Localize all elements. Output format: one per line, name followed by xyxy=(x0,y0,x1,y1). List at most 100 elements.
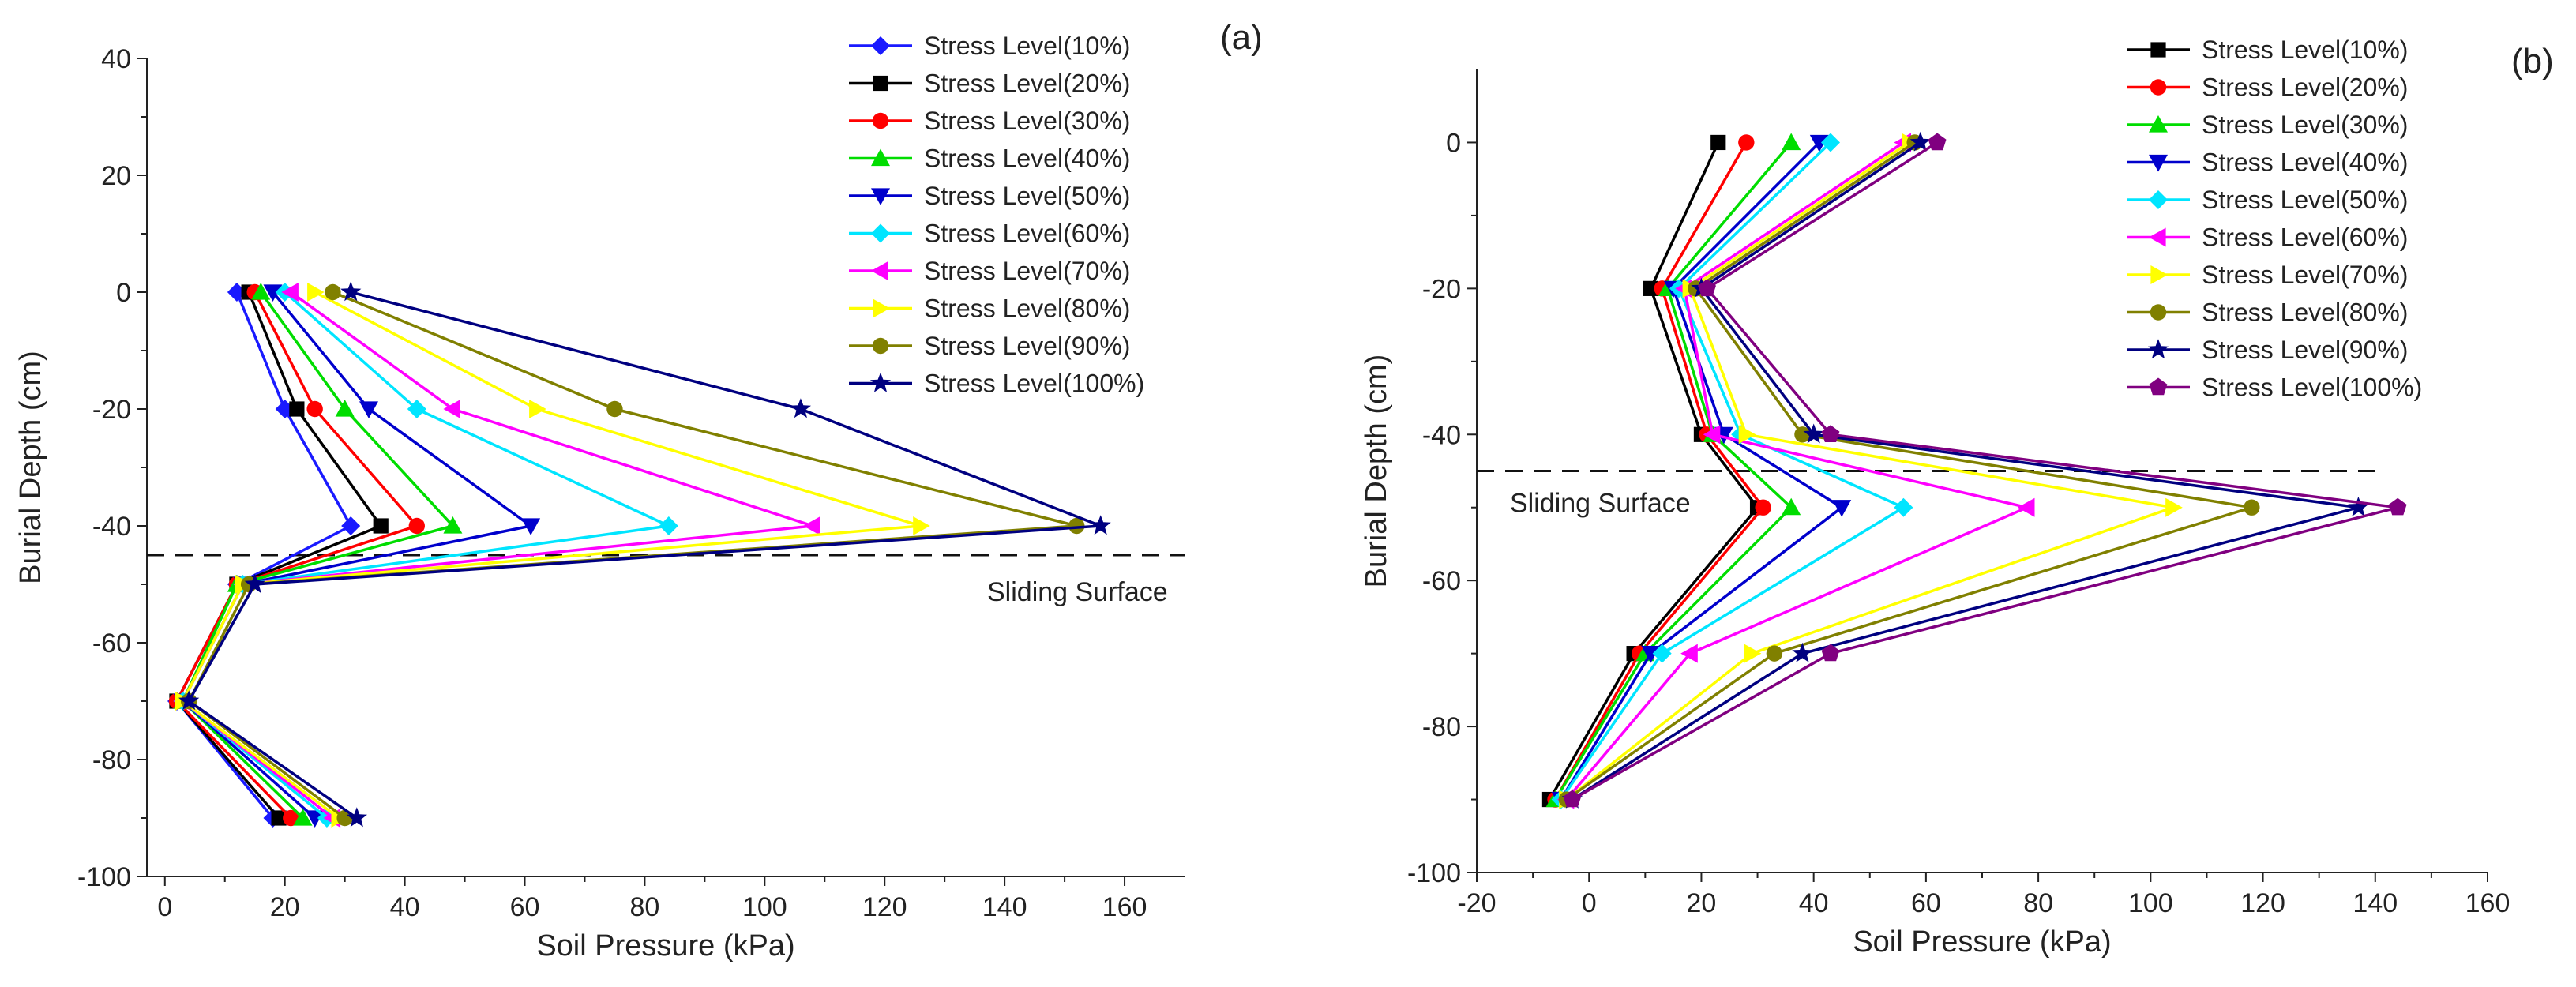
legend-label: Stress Level(40%) xyxy=(924,144,1130,173)
legend-marker xyxy=(2150,265,2168,284)
y-tick-label: 40 xyxy=(101,44,131,74)
x-tick-label: 100 xyxy=(2128,888,2173,918)
chart-panel-b: -20 0 20 40 60 80 100 120 140 160 0 -20 -40 -60 -80 -10… xyxy=(1360,36,2554,959)
series-line xyxy=(175,291,419,820)
data-point xyxy=(1563,790,1582,808)
legend-label: Stress Level(10%) xyxy=(2202,36,2408,64)
y-tick-label: 0 xyxy=(116,278,131,308)
legend-marker xyxy=(872,337,889,355)
data-point xyxy=(1782,133,1801,151)
legend-label: Stress Level(90%) xyxy=(2202,336,2408,364)
data-point xyxy=(1909,131,1931,152)
data-point xyxy=(1643,280,1659,296)
data-point xyxy=(1928,133,1947,151)
data-point xyxy=(2165,497,2183,517)
legend-marker xyxy=(871,148,890,167)
series-line xyxy=(175,291,382,820)
x-tick-label: 120 xyxy=(862,892,907,922)
data-point xyxy=(521,518,541,535)
panel-label: (a) xyxy=(1220,18,1263,57)
series-line xyxy=(1571,141,2360,801)
x-tick-label: 80 xyxy=(630,892,660,922)
data-point xyxy=(913,516,930,535)
y-tick-label: -20 xyxy=(92,395,131,425)
legend-label: Stress Level(20%) xyxy=(2202,73,2408,102)
data-point xyxy=(1680,644,1698,663)
x-tick-label: 60 xyxy=(1911,888,1941,918)
data-point xyxy=(1821,133,1840,152)
y-tick-label: -40 xyxy=(92,512,131,542)
legend-marker xyxy=(873,298,890,318)
data-point xyxy=(1641,646,1661,663)
data-point xyxy=(443,400,460,418)
x-tick-label: 140 xyxy=(2353,888,2398,918)
data-point xyxy=(1821,425,1840,442)
data-point xyxy=(307,283,325,302)
y-axis-title: Burial Depth (cm) xyxy=(1360,355,1393,588)
data-point xyxy=(346,807,367,828)
data-point xyxy=(305,810,325,828)
y-tick-label: -20 xyxy=(1422,274,1461,304)
data-point xyxy=(359,401,378,418)
data-point xyxy=(529,400,546,418)
data-point xyxy=(2017,497,2035,517)
y-tick-label: 20 xyxy=(101,161,131,191)
legend: Stress Level(10%) Stress Level(20%) Stress… xyxy=(2127,36,2422,402)
series-line xyxy=(1572,141,2399,801)
legend-label: Stress Level(50%) xyxy=(924,182,1130,210)
data-point xyxy=(2348,496,2369,516)
legend-marker xyxy=(872,112,889,129)
legend-marker xyxy=(2149,115,2168,133)
data-point xyxy=(2244,499,2260,516)
x-tick-label: 140 xyxy=(982,892,1027,922)
data-point xyxy=(325,283,341,301)
data-point xyxy=(281,283,299,302)
x-tick-label: 20 xyxy=(1687,888,1717,918)
legend-label: Stress Level(50%) xyxy=(2202,186,2408,214)
y-tick-label: 0 xyxy=(1446,128,1461,158)
series-10 xyxy=(1563,133,2407,808)
x-tick-label: 40 xyxy=(1799,888,1829,918)
series-line xyxy=(1548,141,1759,801)
data-point xyxy=(335,400,355,417)
x-tick-label: 60 xyxy=(510,892,540,922)
series-line xyxy=(1560,141,1906,801)
data-point xyxy=(1809,134,1829,152)
legend-marker xyxy=(2150,304,2167,321)
legend: Stress Level(10%) Stress Level(20%) Stress… xyxy=(849,32,1144,398)
data-point xyxy=(1710,134,1726,151)
legend-marker xyxy=(2149,154,2168,172)
legend-label: Stress Level(10%) xyxy=(924,32,1130,60)
data-point xyxy=(1782,497,1801,516)
legend-label: Stress Level(90%) xyxy=(924,332,1130,360)
legend-label: Stress Level(100%) xyxy=(2202,373,2422,402)
legend-marker xyxy=(2150,79,2167,96)
data-point xyxy=(659,516,678,535)
x-tick-label: 0 xyxy=(157,892,172,922)
data-point xyxy=(408,517,425,535)
data-point xyxy=(1698,279,1716,297)
x-tick-label: 160 xyxy=(1102,892,1147,922)
data-point xyxy=(803,516,820,535)
data-point xyxy=(1755,499,1771,516)
y-tick-label: -60 xyxy=(92,629,131,659)
x-axis-title: Soil Pressure (kPa) xyxy=(1853,925,2111,959)
data-point xyxy=(373,518,389,534)
x-tick-label: 100 xyxy=(742,892,787,922)
legend-marker xyxy=(871,261,888,280)
legend-label: Stress Level(20%) xyxy=(924,69,1130,98)
x-tick-label: 0 xyxy=(1582,888,1597,918)
data-point xyxy=(1090,515,1111,535)
data-point xyxy=(2388,497,2407,516)
legend-label: Stress Level(80%) xyxy=(924,295,1130,323)
legend-label: Stress Level(40%) xyxy=(2202,148,2408,177)
data-point xyxy=(443,516,463,534)
legend-label: Stress Level(60%) xyxy=(2202,223,2408,252)
data-point xyxy=(1894,497,1913,517)
x-tick-label: 20 xyxy=(270,892,300,922)
series-line xyxy=(1554,141,1765,801)
data-point xyxy=(251,283,271,300)
data-point xyxy=(263,284,283,302)
legend-marker xyxy=(871,223,890,243)
